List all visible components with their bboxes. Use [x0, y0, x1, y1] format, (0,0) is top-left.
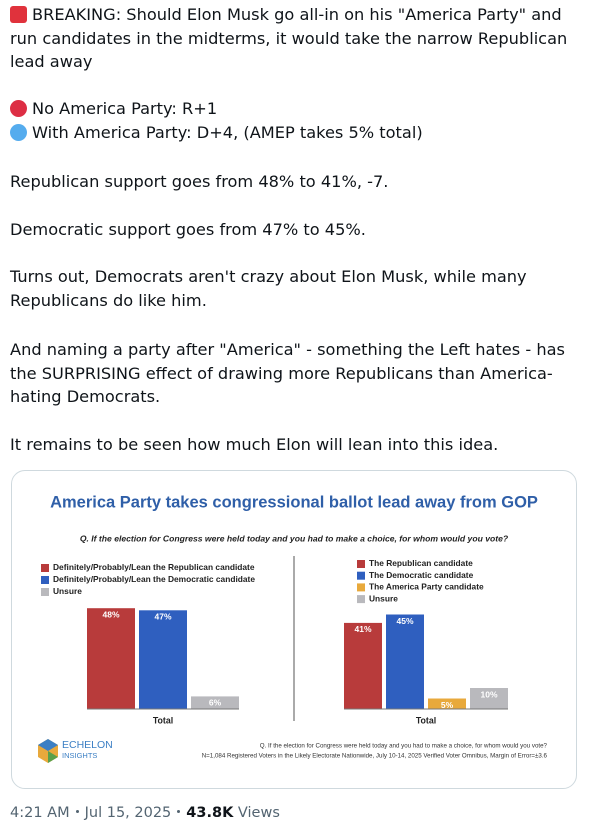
logo	[38, 739, 58, 763]
tweet-text: With America Party: D+4, (AMEP takes 5% …	[32, 123, 423, 142]
card-title: America Party takes congressional ballot…	[50, 493, 538, 511]
paragraph: With America Party: D+4, (AMEP takes 5% …	[10, 121, 582, 145]
legend-label: The America Party candidate	[369, 582, 484, 592]
legend-swatch	[41, 564, 49, 572]
bar	[87, 608, 135, 709]
tweet-footer: 4:21 AM Jul 15, 2025 43.8K Views	[10, 805, 280, 821]
tweet-text: No America Party: R+1	[32, 99, 218, 118]
legend-label: Unsure	[53, 586, 82, 596]
value-label: 41%	[354, 624, 371, 634]
bar	[386, 614, 424, 709]
tweet-text: And naming a party after "America" - som…	[10, 340, 565, 406]
legend-label: The Republican candidate	[369, 558, 473, 568]
tweet-text: Republican support goes from 48% to 41%,…	[10, 172, 389, 191]
legend-label: Definitely/Probably/Lean the Republican …	[53, 562, 255, 572]
legend-swatch	[357, 560, 365, 568]
separator	[177, 810, 181, 813]
value-label: 47%	[154, 612, 171, 622]
footnote: N=1,084 Registered Voters in the Likely …	[202, 753, 548, 760]
x-tick-label: Total	[153, 715, 173, 725]
value-label: 48%	[102, 609, 119, 619]
bar	[344, 622, 382, 709]
legend-swatch	[357, 583, 365, 592]
value-label: 6%	[209, 698, 222, 708]
views-label: Views	[237, 805, 280, 821]
tweet-text: It remains to be seen how much Elon will…	[10, 435, 499, 454]
views-count: 43.8K	[186, 805, 234, 821]
legend-label: The Democratic candidate	[369, 570, 474, 580]
legend-swatch	[357, 595, 365, 604]
bar	[191, 696, 239, 709]
tweet-text: Democratic support goes from 47% to 45%.	[10, 220, 366, 239]
chart-image: America Party takes congressional ballot…	[38, 493, 548, 763]
tweet-text: Turns out, Democrats aren't crazy about …	[10, 267, 527, 310]
paragraph: BREAKING: Should Elon Musk go all-in on …	[10, 3, 582, 74]
x-tick-label: Total	[416, 715, 436, 725]
legend-label: Definitely/Probably/Lean the Democratic …	[53, 574, 255, 584]
red-circle	[10, 100, 27, 117]
blue-circle	[10, 124, 27, 141]
legend-swatch	[41, 576, 49, 584]
media-card[interactable]: America Party takes congressional ballot…	[11, 470, 577, 789]
bar	[428, 698, 466, 709]
logo-text: INSIGHTS	[62, 751, 97, 760]
separator	[75, 810, 79, 813]
bar	[470, 688, 508, 709]
legend-swatch	[41, 588, 49, 596]
value-label: 10%	[480, 689, 497, 699]
value-label: 45%	[396, 616, 413, 626]
tweet-text: BREAKING: Should Elon Musk go all-in on …	[10, 5, 568, 71]
footnote: Q. If the election for Congress were hel…	[260, 743, 548, 750]
legend-swatch	[357, 571, 365, 580]
siren-icon	[10, 6, 27, 23]
value-label: 5%	[441, 700, 454, 710]
question: Q. If the election for Congress were hel…	[80, 533, 509, 543]
logo-text: ECHELON	[62, 739, 113, 751]
time: 4:21 AM	[10, 805, 70, 821]
legend-label: Unsure	[369, 593, 398, 603]
date[interactable]: Jul 15, 2025	[84, 805, 172, 821]
bar	[139, 610, 187, 709]
paragraph: No America Party: R+1	[10, 97, 582, 121]
